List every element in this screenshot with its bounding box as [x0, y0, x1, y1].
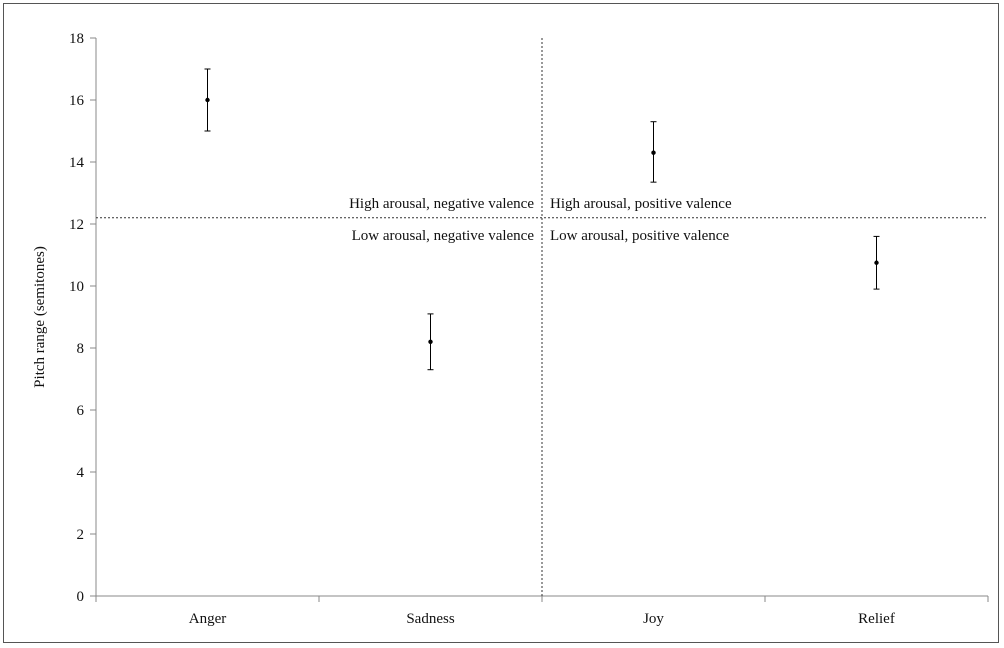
y-tick-label: 0	[77, 589, 85, 605]
quadrant-labels: High arousal, negative valence High arou…	[349, 196, 732, 244]
data-points	[204, 68, 880, 371]
x-tick-label: Relief	[858, 611, 895, 627]
data-point-marker	[205, 97, 210, 103]
y-tick-label: 18	[69, 31, 84, 47]
chart-frame: 0 2 4 6 8 10 12 14 16 18 Anger Sadness Joy Relief Hi…	[3, 3, 999, 643]
axes: 0 2 4 6 8 10 12 14 16 18 Anger Sadness Joy Relief	[69, 31, 989, 627]
x-tick-label: Joy	[643, 611, 664, 627]
y-tick-label: 6	[77, 403, 85, 419]
y-tick-label: 10	[69, 279, 84, 295]
y-tick-label: 14	[69, 155, 85, 171]
y-axis-label: Pitch range (semitones)	[32, 246, 48, 388]
pitch-range-chart: 0 2 4 6 8 10 12 14 16 18 Anger Sadness Joy Relief Hi…	[32, 31, 989, 627]
reference-lines	[96, 38, 988, 596]
data-point-relief	[873, 235, 880, 290]
y-tick-label: 8	[77, 341, 85, 357]
data-point-marker	[651, 150, 656, 155]
x-tick-label: Sadness	[406, 611, 454, 627]
data-point-marker	[874, 260, 879, 265]
y-tick-label: 12	[69, 217, 84, 233]
data-point-marker	[428, 339, 433, 344]
y-tick-label: 4	[77, 465, 85, 481]
data-point-sadness	[427, 313, 434, 371]
data-point-joy	[650, 121, 657, 183]
quadrant-label-top-left: High arousal, negative valence	[349, 196, 534, 212]
x-tick-label: Anger	[189, 611, 227, 627]
y-tick-label: 2	[77, 527, 85, 543]
x-ticks: Anger Sadness Joy Relief	[95, 596, 989, 627]
quadrant-label-bottom-right: Low arousal, positive valence	[550, 228, 729, 244]
y-ticks: 0 2 4 6 8 10 12 14 16 18	[69, 31, 96, 605]
y-tick-label: 16	[69, 93, 85, 109]
quadrant-label-bottom-left: Low arousal, negative valence	[352, 228, 535, 244]
data-point-anger	[204, 68, 211, 132]
quadrant-label-top-right: High arousal, positive valence	[550, 196, 732, 212]
